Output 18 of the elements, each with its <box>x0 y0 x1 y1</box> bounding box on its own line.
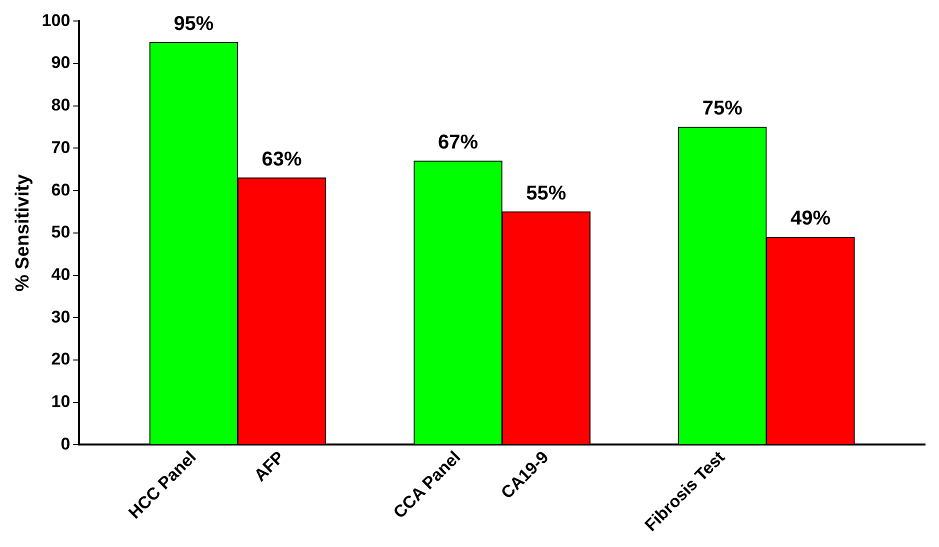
y-tick-label: 10 <box>51 392 70 411</box>
y-tick-label: 20 <box>51 350 70 369</box>
y-tick-label: 60 <box>51 180 70 200</box>
y-tick-label: 70 <box>51 138 70 157</box>
data-label: 63% <box>262 148 302 170</box>
y-tick-label: 90 <box>51 53 70 72</box>
y-tick-label: 0 <box>60 434 70 454</box>
y-tick-label: 80 <box>51 96 70 115</box>
y-tick-label: 30 <box>51 307 70 326</box>
y-tick-label: 50 <box>51 222 70 242</box>
y-tick-label: 40 <box>51 264 70 284</box>
data-label: 49% <box>790 208 831 230</box>
y-tick-label: 100 <box>42 10 70 30</box>
data-label: 95% <box>174 12 214 35</box>
y-axis-title: % Sensitivity <box>12 174 34 292</box>
data-label: 55% <box>526 182 566 204</box>
data-label: 67% <box>438 131 478 154</box>
data-label: 75% <box>702 98 743 120</box>
